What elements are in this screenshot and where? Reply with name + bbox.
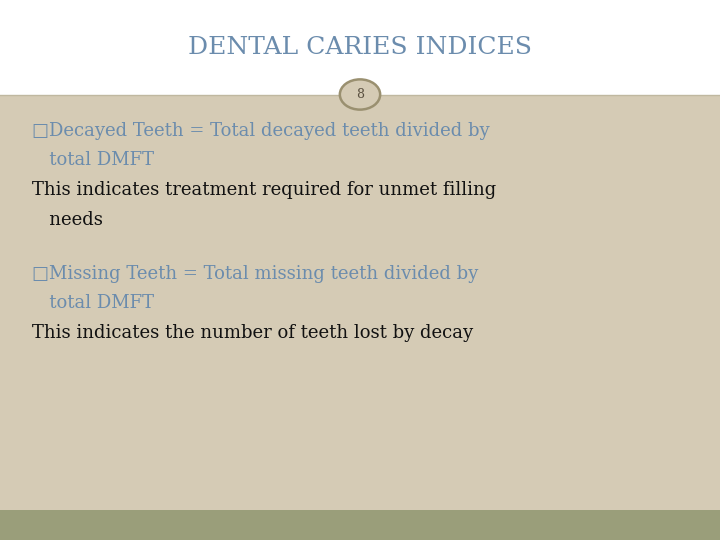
Text: 8: 8 <box>356 88 364 101</box>
Text: This indicates treatment required for unmet filling: This indicates treatment required for un… <box>32 181 497 199</box>
Text: needs: needs <box>32 211 103 228</box>
Text: DENTAL CARIES INDICES: DENTAL CARIES INDICES <box>188 36 532 59</box>
Circle shape <box>340 79 380 110</box>
Text: □Missing Teeth = Total missing teeth divided by: □Missing Teeth = Total missing teeth div… <box>32 265 479 282</box>
Text: □Decayed Teeth = Total decayed teeth divided by: □Decayed Teeth = Total decayed teeth div… <box>32 122 490 139</box>
FancyBboxPatch shape <box>0 0 720 94</box>
FancyBboxPatch shape <box>0 510 720 540</box>
Text: total DMFT: total DMFT <box>32 151 154 169</box>
Text: This indicates the number of teeth lost by decay: This indicates the number of teeth lost … <box>32 324 474 342</box>
Text: total DMFT: total DMFT <box>32 294 154 312</box>
